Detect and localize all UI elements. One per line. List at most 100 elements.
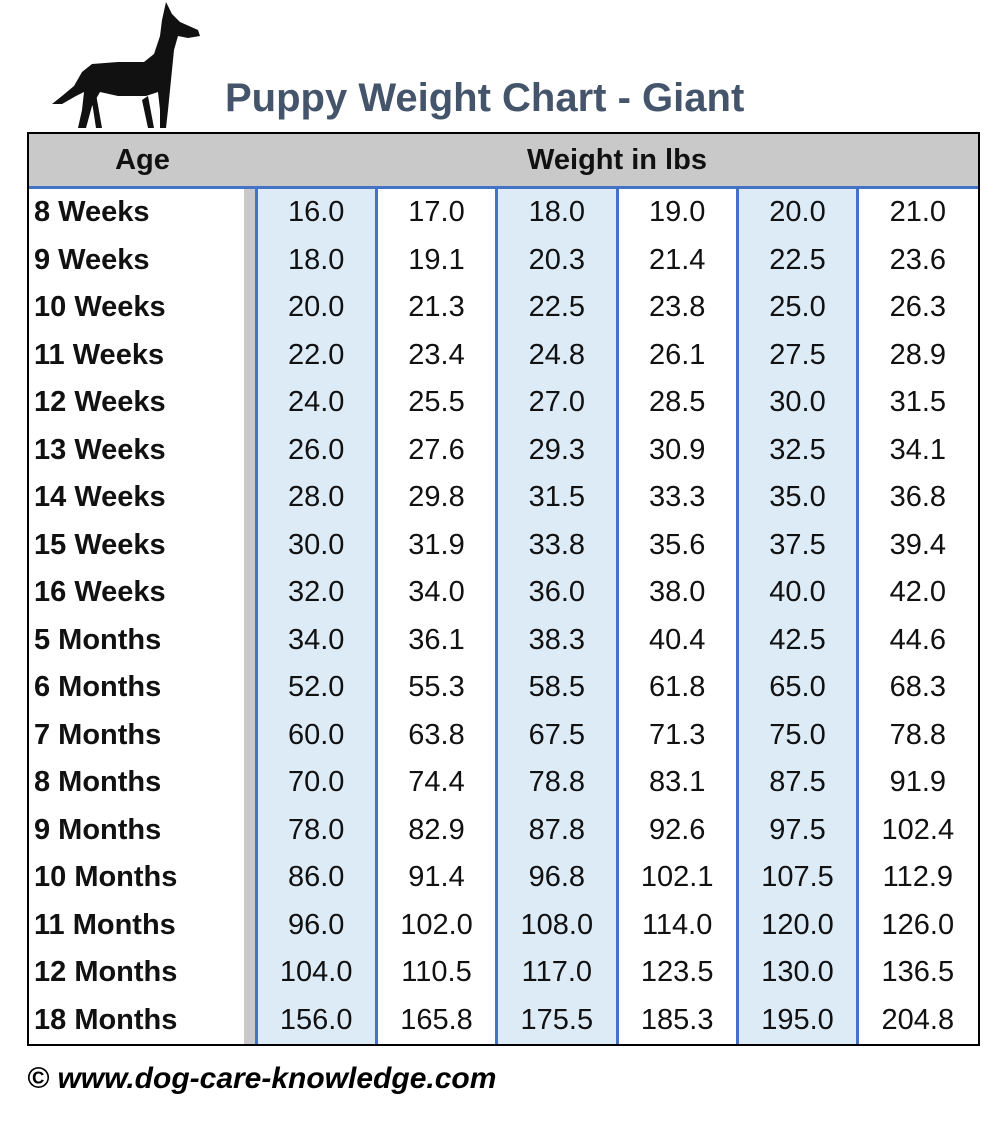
weight-value: 21.4	[648, 243, 706, 276]
weight-value: 26.0	[287, 433, 345, 466]
age-label: 6 Months	[34, 671, 162, 704]
weight-value: 91.4	[408, 861, 465, 894]
weight-value: 82.9	[408, 813, 465, 846]
weight-value: 16.0	[287, 196, 345, 229]
weight-value: 38.0	[648, 576, 706, 609]
weight-value: 18.0	[287, 243, 345, 276]
column-divider	[615, 186, 619, 1044]
age-label: 11 Weeks	[34, 338, 165, 371]
weight-value: 24.8	[528, 338, 586, 371]
weight-value: 52.0	[287, 671, 345, 704]
weight-value: 108.0	[520, 908, 594, 941]
weight-value: 28.5	[648, 386, 706, 419]
weight-value: 17.0	[408, 196, 465, 229]
weight-value: 19.0	[648, 196, 706, 229]
column-background	[737, 189, 858, 1044]
weight-value: 107.5	[761, 861, 834, 894]
weight-value: 22.0	[287, 338, 345, 371]
weight-value: 29.3	[528, 433, 586, 466]
age-label: 10 Weeks	[34, 291, 166, 324]
weight-value: 55.3	[408, 671, 465, 704]
weight-value: 117.0	[521, 956, 593, 989]
age-label: 11 Months	[34, 908, 176, 941]
weight-value: 36.1	[408, 623, 465, 656]
weight-value: 86.0	[287, 861, 345, 894]
weight-value: 92.6	[648, 813, 706, 846]
weight-value: 75.0	[769, 718, 826, 751]
weight-value: 87.5	[769, 766, 826, 799]
age-label: 12 Weeks	[34, 386, 166, 419]
age-label: 7 Months	[34, 718, 162, 751]
weight-value: 78.8	[889, 718, 947, 751]
weight-value: 204.8	[881, 1003, 955, 1036]
column-background	[857, 189, 978, 1044]
weight-value: 102.0	[400, 908, 473, 941]
weight-value: 32.0	[287, 576, 345, 609]
weight-value: 65.0	[769, 671, 826, 704]
weight-value: 165.8	[400, 1003, 473, 1036]
weight-value: 32.5	[769, 433, 826, 466]
age-label: 18 Months	[34, 1003, 178, 1036]
dog-silhouette	[52, 2, 200, 128]
age-label: 9 Months	[34, 813, 162, 846]
age-column-shade	[244, 189, 256, 1044]
weight-value: 96.8	[528, 861, 586, 894]
weight-value: 40.4	[648, 623, 706, 656]
weight-value: 102.1	[640, 861, 714, 894]
weight-value: 21.3	[408, 291, 465, 324]
weight-value: 29.8	[408, 481, 465, 514]
weight-value: 27.0	[528, 386, 586, 419]
weight-value: 83.1	[648, 766, 706, 799]
weight-value: 78.0	[287, 813, 345, 846]
weight-value: 22.5	[769, 243, 826, 276]
weight-value: 175.5	[520, 1003, 594, 1036]
weight-value: 27.5	[769, 338, 826, 371]
header-rule	[29, 186, 978, 189]
weight-value: 74.4	[408, 766, 465, 799]
weight-value: 28.9	[889, 338, 947, 371]
weight-value: 126.0	[881, 908, 955, 941]
weight-value: 34.1	[889, 433, 947, 466]
weight-value: 26.3	[889, 291, 947, 324]
weight-value: 70.0	[287, 766, 345, 799]
weight-value: 30.0	[287, 528, 345, 561]
weight-value: 114.0	[641, 908, 713, 941]
column-divider	[735, 186, 739, 1044]
age-label: 9 Weeks	[34, 243, 150, 276]
weight-value: 25.0	[769, 291, 826, 324]
column-background	[376, 189, 497, 1044]
weight-value: 20.0	[287, 291, 345, 324]
weight-value: 44.6	[889, 623, 947, 656]
column-background	[617, 189, 738, 1044]
weight-value: 42.5	[769, 623, 826, 656]
age-label: 8 Weeks	[34, 196, 150, 229]
weight-value: 120.0	[761, 908, 834, 941]
weight-value: 102.4	[881, 813, 955, 846]
weight-table: Age Weight in lbs 8 Weeks 16.0 17.0 18.0 19.0 2…	[27, 132, 980, 1046]
weight-value: 25.5	[408, 386, 465, 419]
weight-value: 130.0	[761, 956, 834, 989]
column-background	[496, 189, 617, 1044]
weight-value: 27.6	[408, 433, 465, 466]
weight-value: 36.8	[889, 481, 947, 514]
weight-value: 23.4	[408, 338, 465, 371]
weight-value: 19.1	[408, 243, 465, 276]
weight-value: 195.0	[761, 1003, 834, 1036]
weight-value: 35.6	[648, 528, 706, 561]
footer: © www.dog-care-knowledge.com	[27, 1062, 497, 1095]
weight-value: 26.1	[648, 338, 706, 371]
weight-value: 36.0	[528, 576, 586, 609]
weight-value: 58.5	[528, 671, 586, 704]
weight-value: 30.9	[648, 433, 706, 466]
weight-value: 37.5	[769, 528, 826, 561]
title: Puppy Weight Chart - Giant	[225, 76, 745, 120]
age-label: 10 Months	[34, 861, 178, 894]
weight-value: 23.6	[889, 243, 947, 276]
weight-value: 20.3	[528, 243, 586, 276]
weight-value: 21.0	[889, 196, 947, 229]
weight-value: 185.3	[640, 1003, 714, 1036]
column-divider	[856, 186, 860, 1044]
weight-value: 136.5	[881, 956, 955, 989]
weight-value: 68.3	[889, 671, 947, 704]
